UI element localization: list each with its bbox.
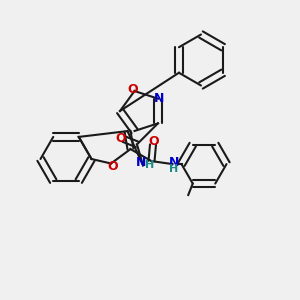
Text: H: H <box>169 164 178 175</box>
Text: N: N <box>154 92 165 105</box>
Text: N: N <box>169 156 179 169</box>
Text: N: N <box>136 156 147 170</box>
Text: O: O <box>108 160 118 173</box>
Text: O: O <box>148 135 159 148</box>
Text: H: H <box>145 160 154 170</box>
Text: O: O <box>128 83 138 96</box>
Text: O: O <box>116 132 126 146</box>
